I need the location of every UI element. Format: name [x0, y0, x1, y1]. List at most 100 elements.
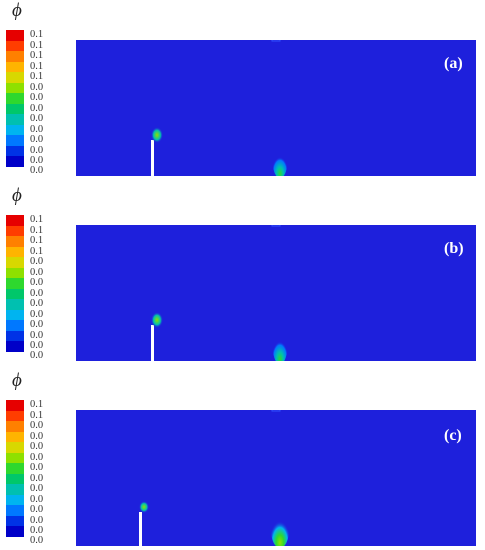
- colorbar-swatch: [6, 215, 24, 226]
- colorbar-swatch: [6, 421, 24, 432]
- colorbar-swatch: [6, 309, 24, 321]
- colorbar-tick-label: 0.1: [30, 50, 44, 61]
- colorbar-tick-label: 0.1: [30, 399, 44, 410]
- colorbar-title: ϕ: [12, 185, 22, 206]
- simulation-field: (c): [76, 410, 476, 546]
- nozzle: [139, 512, 142, 546]
- simulation-field: (a): [76, 40, 476, 176]
- colorbar-swatch: [6, 225, 24, 237]
- colorbar-tick-label: 0.0: [30, 144, 44, 156]
- colorbar-swatch: [6, 93, 24, 104]
- colorbar-tick-label: 0.0: [30, 349, 44, 361]
- colorbar-tick-label: 0.0: [30, 113, 44, 124]
- inlet-marker: [271, 410, 281, 412]
- colorbar-tick-label: 0.0: [30, 472, 44, 484]
- colorbar-tick-label: 0.0: [30, 134, 44, 145]
- colorbar-tick-label: 0.1: [30, 71, 44, 82]
- colorbar-swatch: [6, 288, 24, 300]
- colorbar-swatch: [6, 330, 24, 342]
- colorbar-tick-label: 0.0: [30, 451, 44, 463]
- inlet-marker: [271, 40, 281, 42]
- colorbar: [6, 215, 24, 352]
- colorbar-tick-label: 0.0: [30, 256, 44, 267]
- colorbar-swatch: [6, 246, 24, 258]
- colorbar-tick-label: 0.0: [30, 123, 44, 135]
- jet-droplet: [139, 501, 149, 513]
- colorbar-tick-label: 0.0: [30, 155, 44, 166]
- panel-label: (a): [444, 55, 463, 72]
- colorbar-swatch: [6, 320, 24, 331]
- colorbar-tick-label: 0.1: [30, 235, 44, 246]
- colorbar-tick-label: 0.0: [30, 441, 44, 452]
- colorbar-title: ϕ: [12, 0, 22, 21]
- colorbar-swatch: [6, 72, 24, 83]
- colorbar-swatch: [6, 484, 24, 495]
- colorbar-tick-label: 0.0: [30, 329, 44, 341]
- colorbar-tick-label: 0.0: [30, 340, 44, 351]
- panel-a: ϕ 0.1 0.1 0.1 0.1 0.1 0.0 0.0 0.0 0.0 0.0 0.0 0.0 0.…: [0, 0, 485, 180]
- colorbar-swatch: [6, 145, 24, 157]
- colorbar-swatch: [6, 267, 24, 279]
- colorbar-tick-label: 0.0: [30, 102, 44, 114]
- colorbar-tick-label: 0.0: [30, 525, 44, 536]
- colorbar-swatch: [6, 30, 24, 41]
- colorbar-tick-label: 0.1: [30, 245, 44, 257]
- colorbar-tick-label: 0.1: [30, 214, 44, 225]
- colorbar-swatch: [6, 410, 24, 422]
- colorbar-tick-label: 0.0: [30, 420, 44, 431]
- colorbar-swatch: [6, 442, 24, 453]
- colorbar-swatch: [6, 61, 24, 73]
- colorbar-tick-label: 0.0: [30, 266, 44, 278]
- colorbar-tick-label: 0.0: [30, 92, 44, 103]
- colorbar-swatch: [6, 473, 24, 485]
- colorbar-tick-label: 0.0: [30, 298, 44, 309]
- colorbar-tick-label: 0.0: [30, 462, 44, 473]
- colorbar-swatch: [6, 431, 24, 443]
- colorbar: [6, 30, 24, 167]
- panel-label: (c): [444, 427, 462, 444]
- colorbar-swatch: [6, 494, 24, 506]
- simulation-field: (b): [76, 225, 476, 361]
- colorbar-tick-label: 0.0: [30, 534, 44, 546]
- jet-droplet: [151, 312, 163, 328]
- colorbar-swatch: [6, 40, 24, 52]
- colorbar-swatch: [6, 236, 24, 247]
- colorbar-tick-label: 0.1: [30, 224, 44, 236]
- colorbar-tick-label: 0.1: [30, 409, 44, 421]
- colorbar-title: ϕ: [12, 370, 22, 391]
- colorbar-swatch: [6, 505, 24, 516]
- colorbar-swatch: [6, 341, 24, 352]
- bubble-plume: [271, 512, 289, 546]
- colorbar-tick-label: 0.0: [30, 514, 44, 526]
- colorbar-swatch: [6, 299, 24, 310]
- panel-label: (b): [444, 240, 464, 257]
- panel-b: ϕ 0.1 0.1 0.1 0.1 0.0 0.0 0.0 0.0 0.0 0.0 0.0 0.0 0.…: [0, 185, 485, 365]
- colorbar-tick-label: 0.0: [30, 483, 44, 494]
- colorbar-swatch: [6, 278, 24, 289]
- colorbar-swatch: [6, 515, 24, 527]
- nozzle: [151, 140, 154, 176]
- colorbar-tick-label: 0.0: [30, 81, 44, 93]
- colorbar-swatch: [6, 103, 24, 115]
- colorbar-swatch: [6, 156, 24, 167]
- colorbar-swatch: [6, 124, 24, 136]
- colorbar-tick-label: 0.0: [30, 308, 44, 320]
- colorbar-tick-label: 0.0: [30, 319, 44, 330]
- colorbar-swatch: [6, 114, 24, 125]
- inlet-marker: [271, 225, 281, 227]
- bubble-plume: [273, 150, 287, 176]
- colorbar-swatch: [6, 400, 24, 411]
- colorbar-tick-label: 0.0: [30, 504, 44, 515]
- colorbar-swatch: [6, 526, 24, 537]
- colorbar-tick-label: 0.0: [30, 287, 44, 299]
- colorbar-tick-label: 0.1: [30, 29, 44, 40]
- colorbar: [6, 400, 24, 537]
- colorbar-tick-label: 0.1: [30, 39, 44, 51]
- panel-c: ϕ 0.1 0.1 0.0 0.0 0.0 0.0 0.0 0.0 0.0 0.0 0.0 0.0 0.…: [0, 370, 485, 550]
- colorbar-tick-label: 0.0: [30, 493, 44, 505]
- colorbar-swatch: [6, 463, 24, 474]
- colorbar-swatch: [6, 257, 24, 268]
- colorbar-swatch: [6, 135, 24, 146]
- colorbar-tick-label: 0.0: [30, 430, 44, 442]
- colorbar-swatch: [6, 452, 24, 464]
